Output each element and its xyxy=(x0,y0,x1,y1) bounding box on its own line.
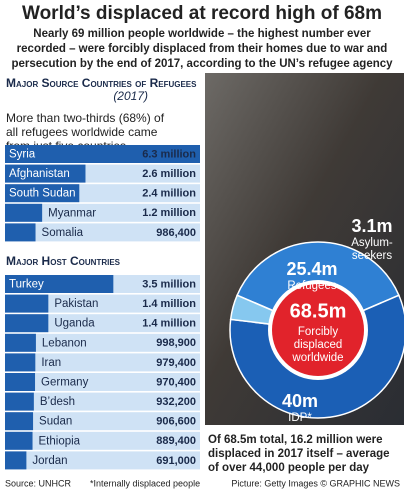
slice-label: Asylum-seekers xyxy=(351,237,393,262)
inner-circle xyxy=(272,284,364,376)
bar-track xyxy=(5,412,200,431)
category-label: Myanmar xyxy=(48,207,96,219)
value-label: 998,900 xyxy=(156,337,196,349)
bar xyxy=(5,431,33,450)
section-subtitle: (2017) xyxy=(113,89,148,103)
category-label: Pakistan xyxy=(54,298,98,310)
value-label: 6.3 million xyxy=(142,148,196,160)
category-label: Turkey xyxy=(9,279,44,291)
bar-track xyxy=(5,294,200,313)
bar xyxy=(5,294,49,313)
section-note: all refugees worldwide came xyxy=(6,125,158,139)
bar xyxy=(5,451,27,470)
bar-track xyxy=(5,314,200,333)
value-label: 3.5 million xyxy=(142,278,196,290)
bar-track xyxy=(5,392,200,411)
value-label: 1.4 million xyxy=(142,318,196,330)
bar-track xyxy=(5,451,200,470)
bar xyxy=(5,184,80,203)
center-value: 68.5m xyxy=(290,300,347,322)
bar xyxy=(5,353,36,372)
bar-track xyxy=(5,333,200,352)
bar xyxy=(5,412,34,431)
value-label: 932,200 xyxy=(156,396,196,408)
value-label: 2.4 million xyxy=(142,188,196,200)
slice-label-line: seekers xyxy=(352,250,393,262)
bar-track xyxy=(5,431,200,450)
subtitle: Nearly 69 million people worldwide – the… xyxy=(33,28,371,40)
source: Source: UNHCR xyxy=(5,478,72,488)
subtitle: recorded – were forcibly displaced from … xyxy=(17,43,388,55)
section-note: More than two-thirds (68%) of xyxy=(6,111,165,125)
pie-note: displaced in 2017 itself – average xyxy=(208,448,390,460)
value-label: 979,400 xyxy=(156,357,196,369)
category-label: Ethiopia xyxy=(39,435,81,447)
footnote: *Internally displaced people xyxy=(90,478,200,488)
value-label: 986,400 xyxy=(156,227,196,239)
bar-track xyxy=(5,353,200,372)
category-label: B’desh xyxy=(40,396,75,408)
bar xyxy=(5,164,86,183)
category-label: Sudan xyxy=(39,416,72,428)
value-label: 2.6 million xyxy=(142,168,196,180)
bar xyxy=(5,223,36,242)
value-label: 970,400 xyxy=(156,376,196,388)
category-label: Germany xyxy=(41,377,89,389)
pie-note: Of 68.5m total, 16.2 million were xyxy=(208,434,382,446)
bar xyxy=(5,373,36,391)
value-label: 889,400 xyxy=(156,435,196,447)
bar xyxy=(5,314,49,333)
bar xyxy=(5,275,114,293)
pie-note: of over 44,000 people per day xyxy=(208,462,370,474)
bar xyxy=(5,333,36,352)
slice-label: Refugees xyxy=(287,280,336,292)
center-text: displaced xyxy=(294,339,343,351)
section-title: Major Host Countries xyxy=(6,254,121,268)
slice-value: 40m xyxy=(282,391,318,411)
value-label: 1.4 million xyxy=(142,298,196,310)
category-label: Lebanon xyxy=(42,337,87,349)
bar xyxy=(5,392,34,411)
bar-track xyxy=(5,373,200,391)
category-label: South Sudan xyxy=(9,188,76,200)
slice-label-line: Asylum- xyxy=(351,237,393,249)
subtitle: persecution by the end of 2017, accordin… xyxy=(11,58,393,70)
category-label: Iran xyxy=(41,357,61,369)
bar-track xyxy=(5,223,200,242)
bar xyxy=(5,203,43,222)
slice-value: 3.1m xyxy=(351,216,392,236)
center-text: Forcibly xyxy=(298,326,339,338)
value-label: 1.2 million xyxy=(142,207,196,219)
slice-value: 25.4m xyxy=(286,259,337,279)
category-label: Somalia xyxy=(42,227,84,239)
credit: Picture: Getty Images © GRAPHIC NEWS xyxy=(231,478,400,488)
category-label: Afghanistan xyxy=(9,168,70,180)
center-text: worldwide xyxy=(291,352,343,364)
category-label: Jordan xyxy=(32,455,67,467)
bar-track xyxy=(5,203,200,222)
value-label: 691,000 xyxy=(156,455,196,467)
section-title: Major Source Countries of Refugees xyxy=(6,76,197,90)
title: World’s displaced at record high of 68m xyxy=(22,3,382,24)
slice-label: IDP* xyxy=(288,412,312,424)
category-label: Syria xyxy=(9,149,36,161)
category-label: Uganda xyxy=(54,318,95,330)
bar xyxy=(5,145,200,163)
value-label: 906,600 xyxy=(156,416,196,428)
